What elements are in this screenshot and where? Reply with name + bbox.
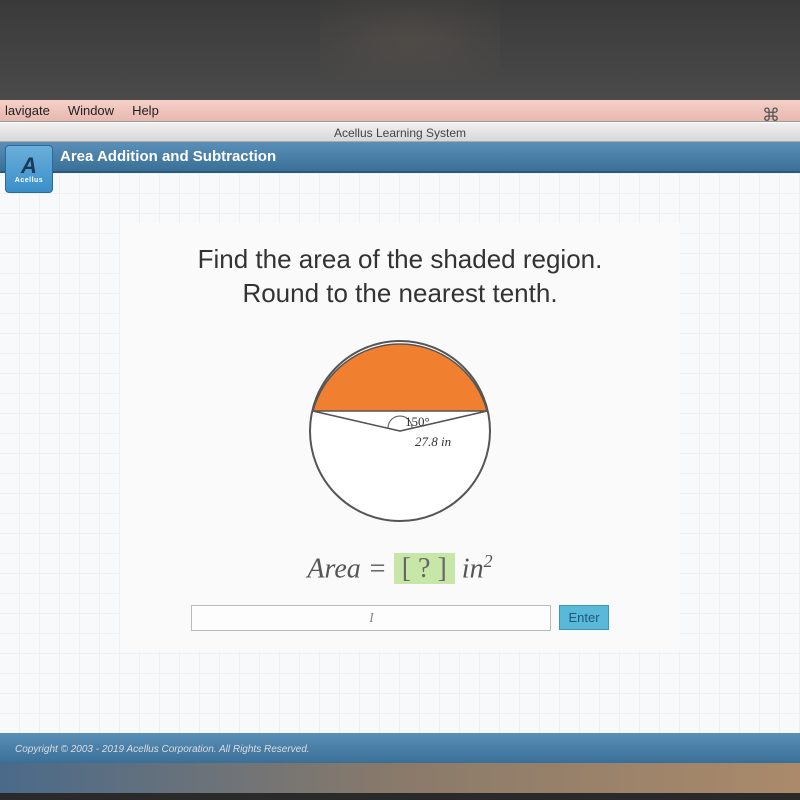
problem-prompt: Find the area of the shaded region. Roun… <box>150 243 650 311</box>
lesson-title: Area Addition and Subtraction <box>60 148 276 165</box>
formula-equals: = <box>368 553 387 584</box>
acellus-logo: A Acellus <box>5 145 53 193</box>
content-area: Find the area of the shaded region. Roun… <box>0 173 800 733</box>
circle-diagram: 150° 27.8 in <box>150 331 650 531</box>
prompt-line-2: Round to the nearest tenth. <box>242 278 557 308</box>
answer-row: Enter <box>150 605 650 631</box>
menu-window[interactable]: Window <box>68 103 114 118</box>
logo-brand-text: Acellus <box>15 177 43 184</box>
mac-menubar: lavigate Window Help <box>0 100 800 122</box>
enter-button[interactable]: Enter <box>559 605 608 630</box>
menu-navigate[interactable]: lavigate <box>5 103 50 118</box>
radius-label: 27.8 in <box>415 434 451 449</box>
menu-help[interactable]: Help <box>132 103 159 118</box>
copyright-text: Copyright © 2003 - 2019 Acellus Corporat… <box>15 744 310 755</box>
prompt-line-1: Find the area of the shaded region. <box>198 244 603 274</box>
laptop-lid <box>0 0 800 100</box>
window-title: Acellus Learning System <box>334 126 466 140</box>
diagram-svg: 150° 27.8 in <box>300 331 500 531</box>
bluetooth-icon: ⌘ <box>762 105 780 126</box>
angle-label: 150° <box>405 414 430 429</box>
window-titlebar: Acellus Learning System <box>0 122 800 142</box>
lesson-header-bar: A Acellus Area Addition and Subtraction <box>0 142 800 173</box>
problem-card: Find the area of the shaded region. Roun… <box>120 223 680 651</box>
formula-exponent: 2 <box>484 551 493 571</box>
footer-bar: Copyright © 2003 - 2019 Acellus Corporat… <box>0 733 800 763</box>
logo-letter: A <box>21 155 37 177</box>
formula-blank: [ ? ] <box>394 553 455 584</box>
desktop-wallpaper-sliver <box>0 763 800 793</box>
area-formula: Area = [ ? ] in2 <box>150 551 650 585</box>
answer-input[interactable] <box>191 605 551 631</box>
formula-lhs: Area <box>307 553 360 584</box>
formula-unit: in <box>462 553 484 584</box>
smudge-decoration <box>320 0 500 80</box>
